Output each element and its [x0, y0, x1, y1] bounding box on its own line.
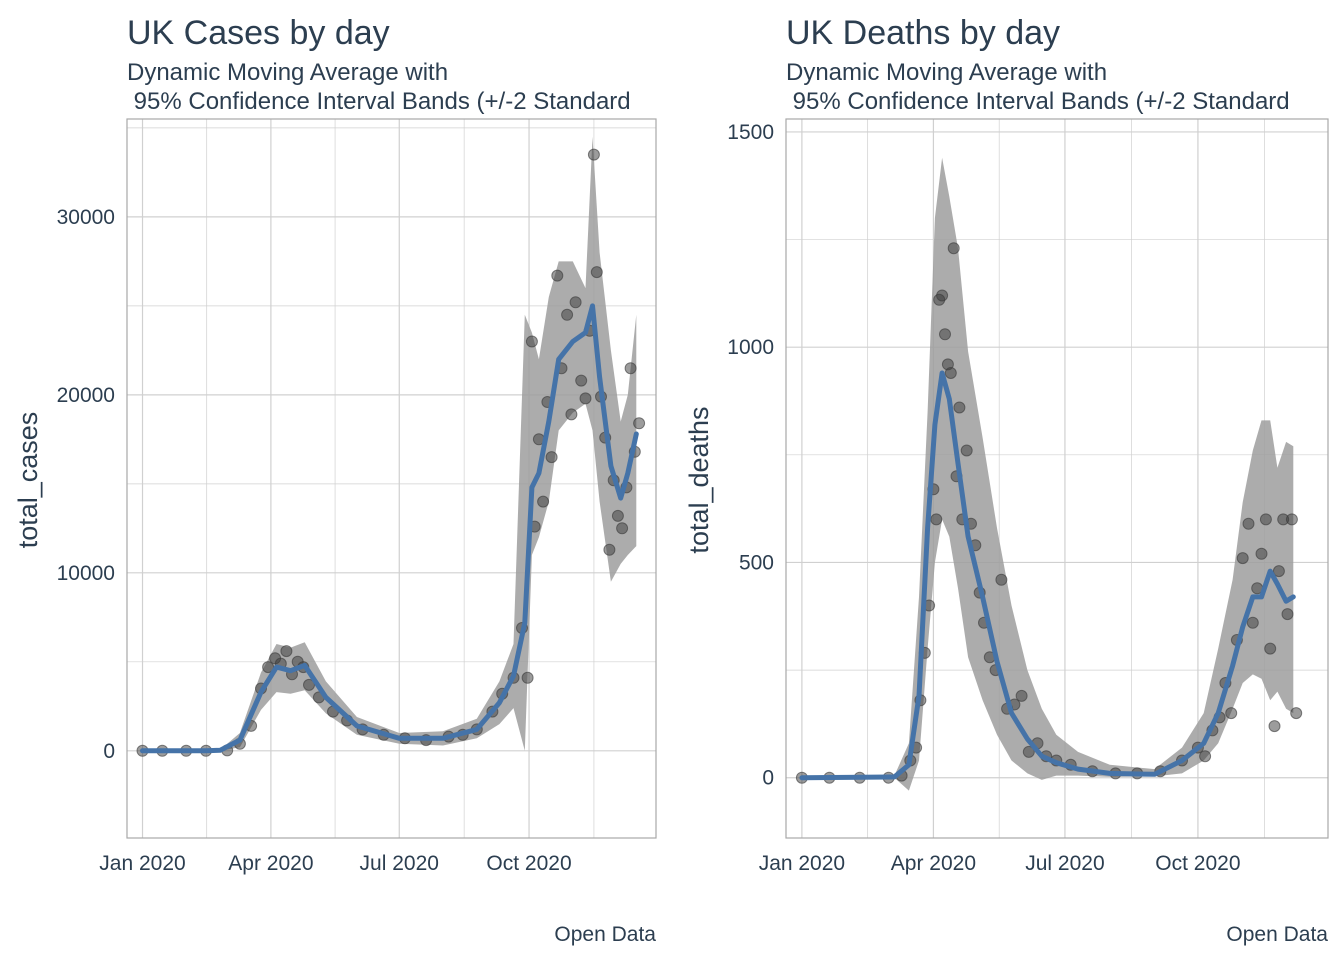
data-point: [953, 401, 966, 414]
data-point: [1242, 517, 1255, 530]
y-axis-ticks: 0 10000 20000 30000: [57, 206, 115, 763]
x-axis-ticks: Jan 2020 Apr 2020 Jul 2020 Oct 2020: [99, 852, 571, 875]
data-point: [1285, 513, 1298, 526]
data-point: [947, 242, 960, 255]
confidence-band-area: [801, 157, 1294, 791]
data-point: [1272, 565, 1285, 578]
data-point: [1259, 513, 1272, 526]
data-point: [624, 362, 637, 375]
data-point: [930, 513, 943, 526]
y-axis-ticks: 0 500 1000 1500: [727, 121, 774, 790]
data-point: [1022, 745, 1035, 758]
data-point: [575, 374, 588, 387]
data-point: [521, 671, 534, 684]
data-point: [1268, 720, 1281, 733]
chart-subtitle-line-2: 95% Confidence Interval Bands (+/-2 Stan…: [127, 88, 631, 115]
y-tick-label: 0: [762, 767, 774, 790]
data-point: [1290, 707, 1303, 720]
y-axis-title: total_cases: [13, 412, 43, 549]
deaths-chart: UK Deaths by day Dynamic Moving Average …: [684, 14, 1329, 946]
y-tick-label: 1500: [727, 121, 774, 144]
cases-chart: UK Cases by day Dynamic Moving Average w…: [13, 14, 657, 946]
chart-subtitle-line-2: 95% Confidence Interval Bands (+/-2 Stan…: [786, 88, 1290, 115]
data-point: [1236, 552, 1249, 565]
data-point: [537, 495, 550, 508]
x-tick-label: Oct 2020: [1155, 852, 1240, 875]
data-point: [525, 335, 538, 348]
x-tick-label: Apr 2020: [891, 852, 976, 875]
data-point: [936, 289, 949, 302]
data-point: [603, 543, 616, 556]
data-point: [569, 296, 582, 309]
data-point: [1246, 616, 1259, 629]
x-tick-label: Jul 2020: [1025, 852, 1104, 875]
data-point: [565, 408, 578, 421]
chart-subtitle-line-1: Dynamic Moving Average with: [786, 59, 1107, 86]
moving-average-line: [799, 370, 1296, 781]
y-axis-title: total_deaths: [684, 406, 714, 553]
data-point: [1199, 750, 1212, 763]
x-tick-label: Oct 2020: [486, 852, 571, 875]
moving-average: [140, 303, 639, 754]
data-point: [1225, 707, 1238, 720]
x-tick-label: Jan 2020: [99, 852, 185, 875]
panel-border: [126, 118, 657, 839]
y-tick-label: 500: [739, 551, 774, 574]
daily-points: [136, 148, 646, 757]
confidence-band: [801, 157, 1294, 791]
panel-border: [785, 118, 1329, 839]
y-tick-label: 10000: [57, 562, 115, 585]
y-tick-label: 30000: [57, 206, 115, 229]
grid: [786, 119, 1328, 838]
data-point: [1255, 547, 1268, 560]
data-point: [1281, 608, 1294, 621]
chart-title: UK Deaths by day: [786, 14, 1060, 52]
x-tick-label: Jul 2020: [360, 852, 439, 875]
moving-average-line: [140, 303, 639, 754]
data-point: [939, 328, 951, 341]
data-point: [545, 451, 558, 464]
data-point: [995, 573, 1008, 586]
chart-caption: Open Data: [1226, 923, 1328, 946]
data-point: [611, 509, 624, 522]
data-point: [616, 522, 629, 535]
data-point: [551, 269, 564, 282]
data-point: [633, 417, 646, 430]
y-tick-label: 1000: [727, 336, 774, 359]
x-tick-label: Apr 2020: [228, 852, 313, 875]
data-point: [561, 308, 574, 321]
data-point: [579, 392, 592, 405]
confidence-band-area: [142, 136, 637, 751]
chart-subtitle-line-1: Dynamic Moving Average with: [127, 59, 448, 86]
x-tick-label: Jan 2020: [759, 852, 845, 875]
chart-caption: Open Data: [554, 923, 656, 946]
data-point: [1015, 689, 1028, 702]
y-tick-label: 0: [103, 740, 115, 763]
data-point: [960, 444, 973, 457]
confidence-band: [142, 136, 637, 751]
data-point: [944, 367, 957, 379]
data-point: [280, 645, 293, 658]
data-point: [1264, 642, 1277, 655]
data-point: [590, 266, 603, 279]
data-point: [303, 678, 315, 691]
chart-title: UK Cases by day: [127, 14, 390, 52]
data-point: [587, 148, 600, 161]
moving-average: [799, 370, 1296, 781]
x-axis-ticks: Jan 2020 Apr 2020 Jul 2020 Oct 2020: [759, 852, 1241, 875]
y-tick-label: 20000: [57, 384, 115, 407]
